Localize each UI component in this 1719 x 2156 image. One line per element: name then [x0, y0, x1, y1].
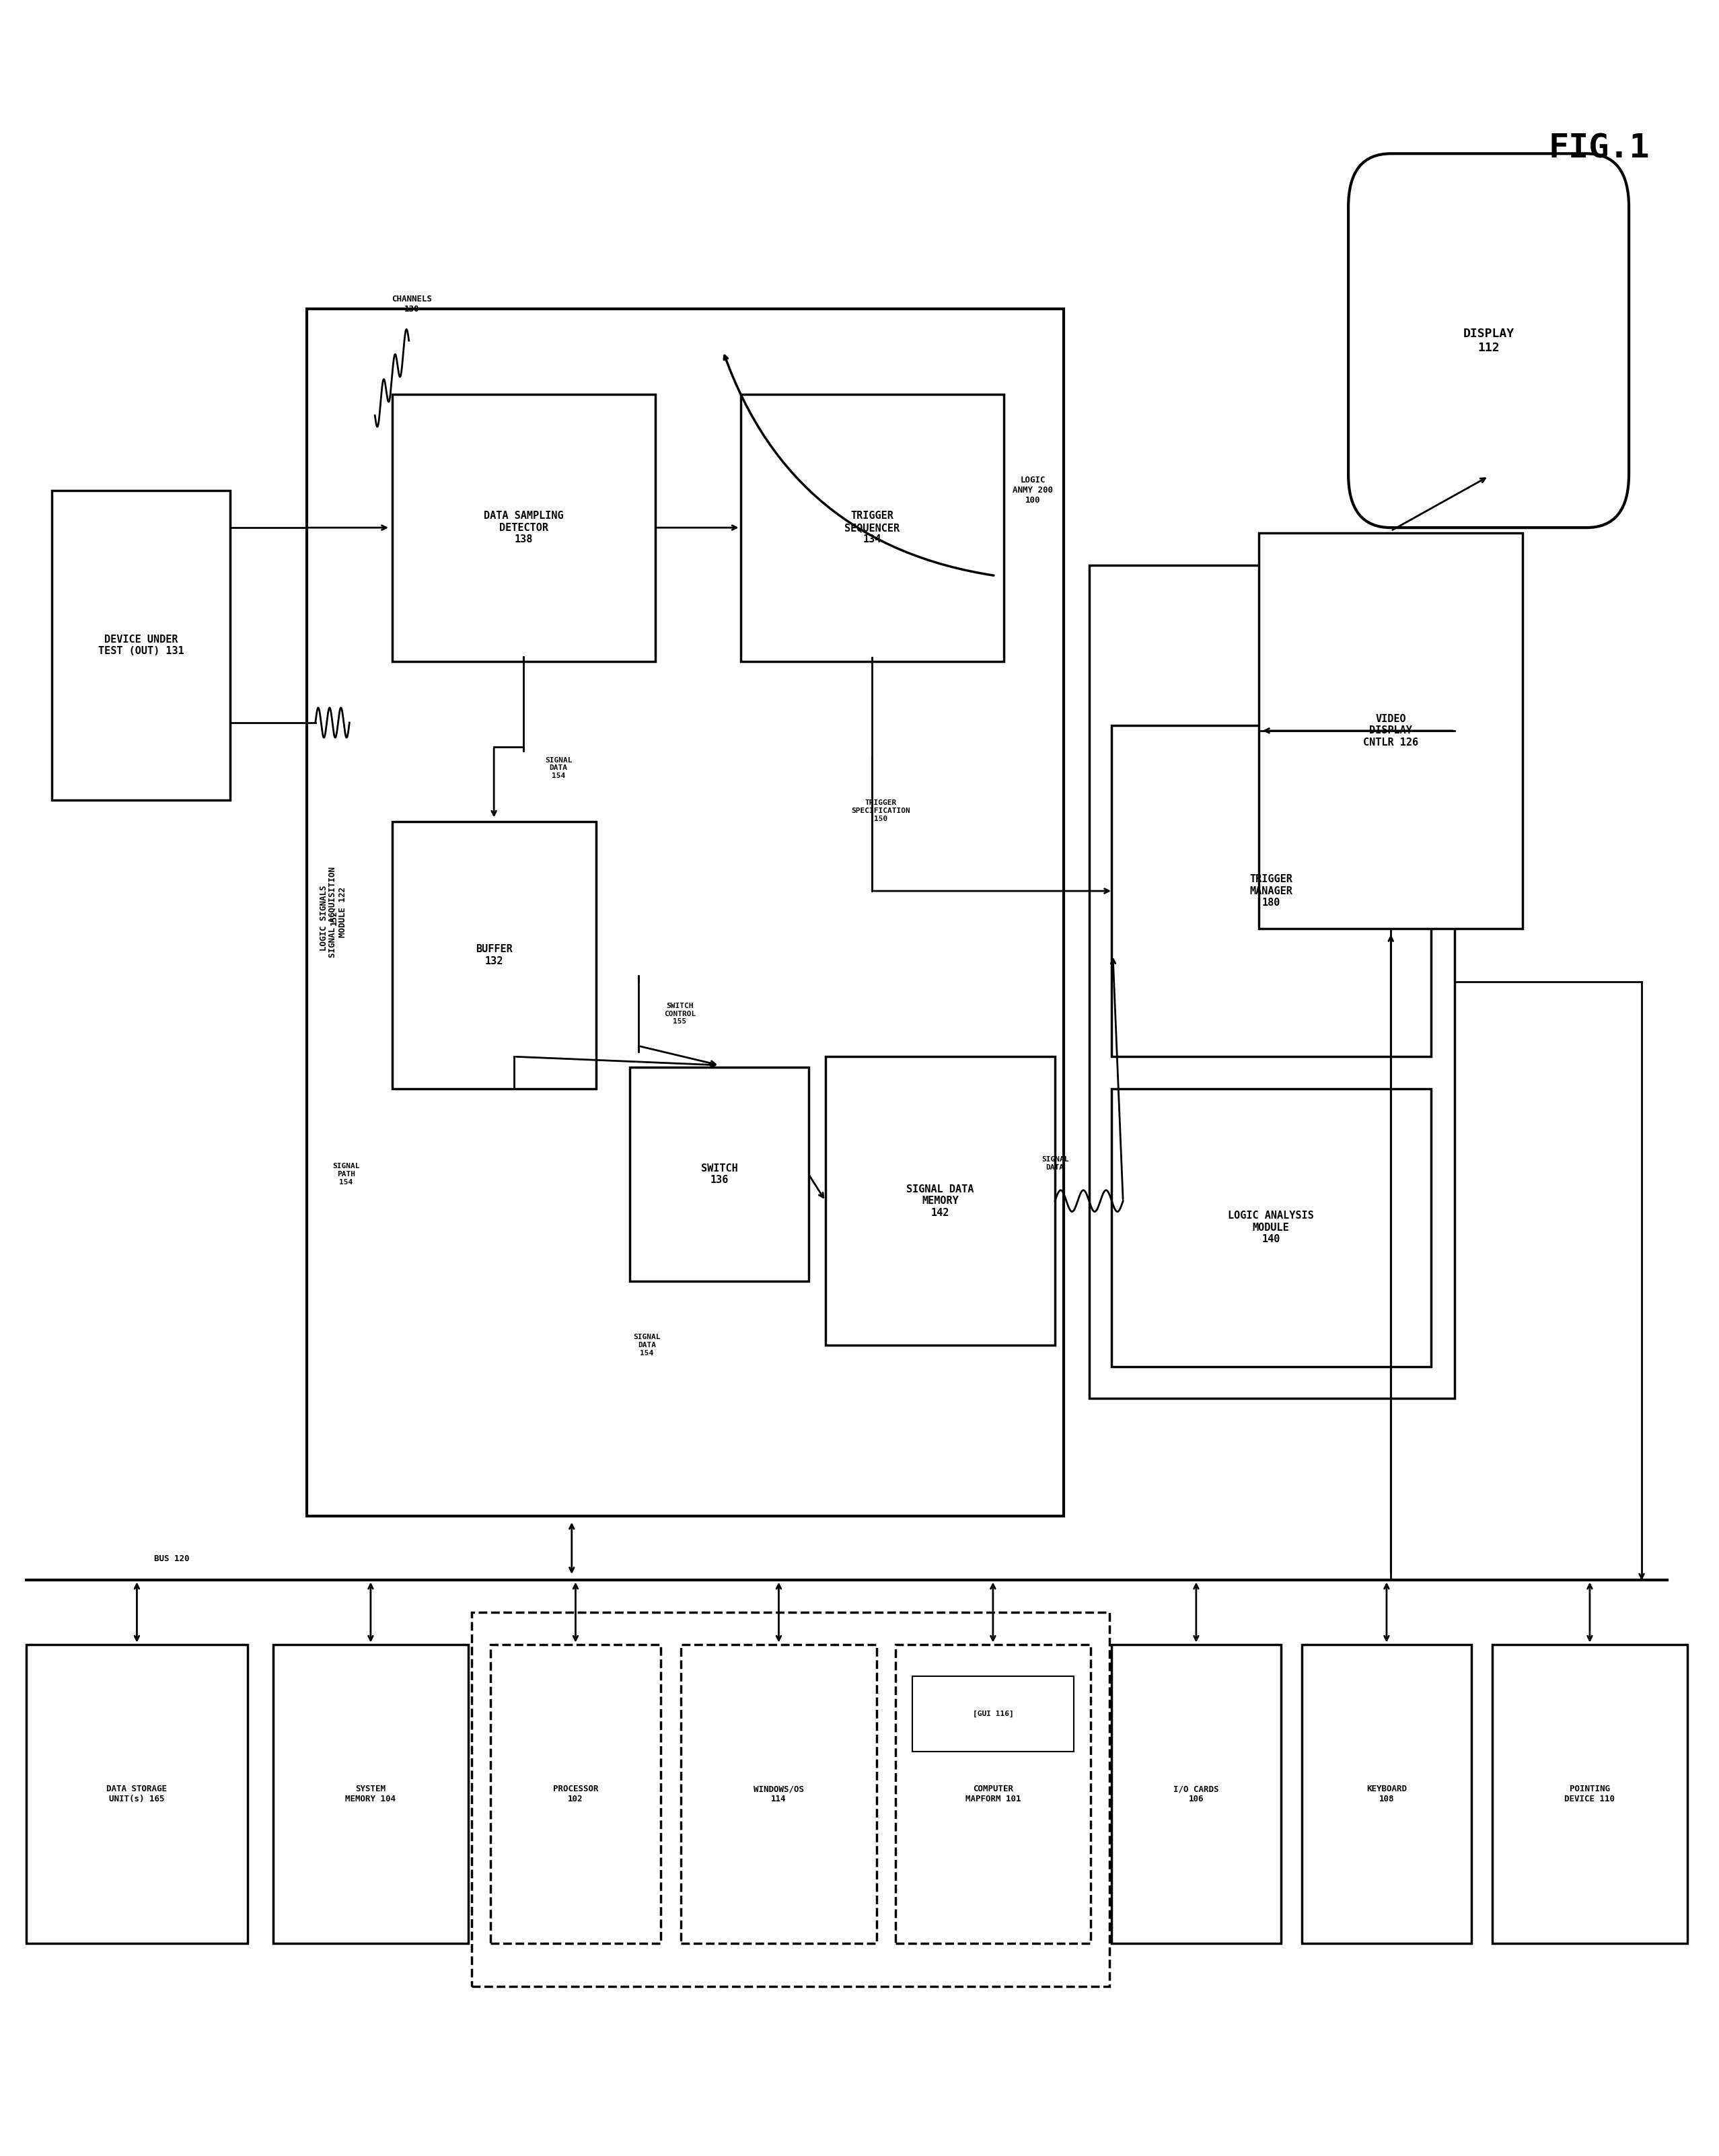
Bar	[1258, 533, 1523, 929]
Bar	[52, 489, 230, 800]
Text: POINTING
DEVICE 110: POINTING DEVICE 110	[1564, 1785, 1616, 1802]
Text: SWITCH
136: SWITCH 136	[701, 1164, 737, 1186]
Text: TRIGGER
SEQUENCER
134: TRIGGER SEQUENCER 134	[844, 511, 899, 545]
Text: TRIGGER
SPECIFICATION
150: TRIGGER SPECIFICATION 150	[851, 800, 909, 821]
Bar	[392, 821, 596, 1089]
Bar	[681, 1645, 877, 1943]
Text: SIGNAL ACQUISITION
MODULE 122: SIGNAL ACQUISITION MODULE 122	[328, 867, 347, 957]
Text: DEVICE UNDER
TEST (OUT) 131: DEVICE UNDER TEST (OUT) 131	[98, 634, 184, 655]
Bar	[1301, 1645, 1471, 1943]
Text: SIGNAL DATA
MEMORY
142: SIGNAL DATA MEMORY 142	[906, 1184, 975, 1218]
Text: BUFFER
132: BUFFER 132	[476, 944, 512, 966]
Bar	[1110, 1645, 1281, 1943]
Text: COMPUTER
MAPFORM 101: COMPUTER MAPFORM 101	[966, 1785, 1021, 1802]
Text: LOGIC ANALYSIS
MODULE
140: LOGIC ANALYSIS MODULE 140	[1227, 1212, 1313, 1244]
Text: [GUI 116]: [GUI 116]	[973, 1710, 1014, 1718]
Bar	[825, 1056, 1055, 1345]
FancyBboxPatch shape	[1348, 153, 1630, 528]
Bar	[308, 308, 1064, 1516]
Text: SIGNAL
DATA: SIGNAL DATA	[1042, 1156, 1069, 1171]
Text: I/O CARDS
106: I/O CARDS 106	[1174, 1785, 1219, 1802]
Bar	[629, 1067, 808, 1281]
Text: SIGNAL
PATH
154: SIGNAL PATH 154	[332, 1162, 359, 1186]
Text: TRIGGER
MANAGER
180: TRIGGER MANAGER 180	[1250, 873, 1293, 908]
Text: CHANNELS
130: CHANNELS 130	[392, 295, 431, 315]
Text: KEYBOARD
108: KEYBOARD 108	[1367, 1785, 1406, 1802]
Text: PROCESSOR
102: PROCESSOR 102	[554, 1785, 598, 1802]
Bar	[392, 395, 655, 662]
Text: WINDOWS/OS
114: WINDOWS/OS 114	[753, 1785, 804, 1802]
Text: SIGNAL
DATA
154: SIGNAL DATA 154	[545, 757, 572, 778]
Bar	[471, 1613, 1109, 1986]
Text: DATA STORAGE
UNIT(s) 165: DATA STORAGE UNIT(s) 165	[107, 1785, 167, 1802]
Bar	[741, 395, 1004, 662]
Bar	[26, 1645, 248, 1943]
Bar	[490, 1645, 660, 1943]
Text: SWITCH
CONTROL
155: SWITCH CONTROL 155	[664, 1003, 696, 1024]
Text: SYSTEM
MEMORY 104: SYSTEM MEMORY 104	[346, 1785, 395, 1802]
Bar	[273, 1645, 469, 1943]
Text: LOGIC SIGNALS
152: LOGIC SIGNALS 152	[320, 884, 339, 951]
Bar	[1110, 1089, 1430, 1367]
Text: VIDEO
DISPLAY
CNTLR 126: VIDEO DISPLAY CNTLR 126	[1363, 714, 1418, 748]
Bar	[913, 1677, 1074, 1751]
Text: SIGNAL
DATA
154: SIGNAL DATA 154	[633, 1335, 660, 1356]
Bar	[1090, 565, 1454, 1399]
Text: DATA SAMPLING
DETECTOR
138: DATA SAMPLING DETECTOR 138	[483, 511, 564, 545]
Text: LOGIC
ANMY 200
100: LOGIC ANMY 200 100	[1012, 476, 1054, 505]
Text: FIG.1: FIG.1	[1549, 132, 1650, 164]
Bar	[1110, 724, 1430, 1056]
Text: BUS 120: BUS 120	[155, 1554, 189, 1563]
Text: DISPLAY
112: DISPLAY 112	[1463, 328, 1514, 354]
Bar	[1492, 1645, 1688, 1943]
Bar	[896, 1645, 1092, 1943]
